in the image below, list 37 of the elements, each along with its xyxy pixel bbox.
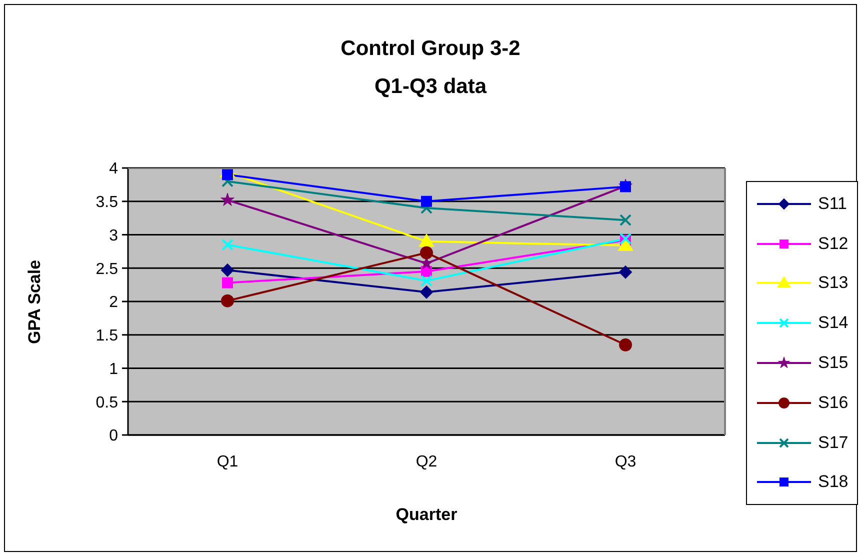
point — [221, 264, 234, 277]
legend-label: S18 — [818, 472, 848, 492]
y-tick-label: 0 — [109, 428, 118, 445]
legend-label: S17 — [818, 432, 848, 453]
legend-label: S13 — [818, 273, 848, 294]
y-tick-label: 1 — [109, 360, 118, 378]
legend-label: S15 — [818, 353, 848, 374]
x-tick-label: Q2 — [416, 453, 438, 470]
point — [419, 234, 434, 247]
point — [421, 196, 432, 207]
point — [620, 214, 632, 226]
point — [619, 266, 632, 279]
y-tick-label: 4 — [109, 160, 118, 178]
y-tick-label: 1.5 — [96, 328, 118, 345]
point — [420, 246, 433, 260]
legend-label: S12 — [818, 234, 848, 254]
point — [220, 192, 234, 206]
point — [420, 286, 433, 299]
legend-label: S14 — [818, 313, 848, 334]
y-tick-label: 0.5 — [96, 394, 118, 412]
y-tick-label: 2.5 — [96, 260, 118, 278]
point — [222, 238, 234, 251]
y-axis-title: GPA Scale — [25, 259, 45, 344]
x-axis-title: Quarter — [396, 505, 458, 525]
y-tick-label: 3 — [109, 227, 118, 244]
point — [619, 338, 632, 352]
x-tick-label: Q1 — [216, 453, 238, 470]
y-tick-label: 3.5 — [96, 194, 118, 212]
x-tick-label: Q3 — [614, 453, 636, 470]
legend-label: S11 — [818, 194, 847, 214]
point — [420, 274, 432, 287]
legend-label: S16 — [818, 392, 848, 413]
point — [221, 294, 234, 308]
point — [222, 277, 233, 288]
y-tick-label: 2 — [109, 294, 118, 312]
chart-title: Control Group 3-2 Q1-Q3 data — [340, 36, 522, 100]
point — [620, 181, 631, 192]
